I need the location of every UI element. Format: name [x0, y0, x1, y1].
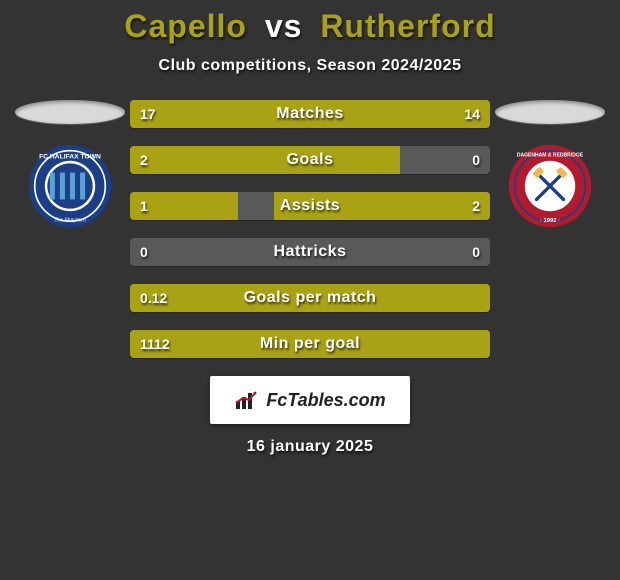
main-row: FC HALIFAX TOWN The Shaymen 17 Matches 14 2…	[0, 100, 620, 358]
vs-separator: vs	[265, 8, 303, 44]
stat-value-left: 17	[140, 106, 156, 122]
stat-row: 1112 Min per goal	[130, 330, 490, 358]
player1-side: FC HALIFAX TOWN The Shaymen	[10, 100, 130, 228]
stat-label: Hattricks	[274, 243, 347, 261]
comparison-card: Capello vs Rutherford Club competitions,…	[0, 0, 620, 456]
page-title: Capello vs Rutherford	[0, 8, 620, 45]
stat-row: 0 Hattricks 0	[130, 238, 490, 266]
stat-value-right: 0	[472, 152, 480, 168]
stat-label: Min per goal	[260, 335, 360, 353]
stats-column: 17 Matches 14 2 Goals 0 1 Assists 2 0 Hattricks 0 0.…	[130, 100, 490, 358]
date-label: 16 january 2025	[0, 438, 620, 456]
player2-name: Rutherford	[320, 8, 495, 44]
stat-value-right: 0	[472, 244, 480, 260]
svg-text:· 1992 ·: · 1992 ·	[540, 218, 560, 224]
stat-value-right: 14	[464, 106, 480, 122]
brand-text: FcTables.com	[266, 390, 385, 411]
player1-photo-placeholder	[15, 100, 125, 124]
player1-club-crest: FC HALIFAX TOWN The Shaymen	[28, 144, 112, 228]
stat-value-left: 2	[140, 152, 148, 168]
stat-label: Assists	[280, 197, 340, 215]
stat-row: 17 Matches 14	[130, 100, 490, 128]
stat-value-left: 0	[140, 244, 148, 260]
brand-badge: FcTables.com	[210, 376, 410, 424]
stat-row: 2 Goals 0	[130, 146, 490, 174]
player2-photo-placeholder	[495, 100, 605, 124]
stat-row: 1 Assists 2	[130, 192, 490, 220]
player2-side: DAGENHAM & REDBRIDGE · 1992 ·	[490, 100, 610, 228]
player1-name: Capello	[124, 8, 247, 44]
stat-row: 0.12 Goals per match	[130, 284, 490, 312]
stat-label: Matches	[276, 105, 344, 123]
stat-fill-left	[130, 146, 400, 174]
svg-text:DAGENHAM & REDBRIDGE: DAGENHAM & REDBRIDGE	[517, 153, 584, 159]
stat-value-right: 2	[472, 198, 480, 214]
svg-text:The Shaymen: The Shaymen	[54, 217, 86, 223]
stat-value-left: 1112	[140, 336, 170, 352]
stat-value-left: 0.12	[140, 290, 167, 306]
player2-club-crest: DAGENHAM & REDBRIDGE · 1992 ·	[508, 144, 592, 228]
stat-value-left: 1	[140, 198, 148, 214]
svg-text:FC HALIFAX TOWN: FC HALIFAX TOWN	[39, 153, 101, 160]
subtitle: Club competitions, Season 2024/2025	[0, 57, 620, 75]
brand-chart-icon	[234, 389, 262, 411]
stat-label: Goals per match	[244, 289, 377, 307]
stat-label: Goals	[287, 151, 334, 169]
